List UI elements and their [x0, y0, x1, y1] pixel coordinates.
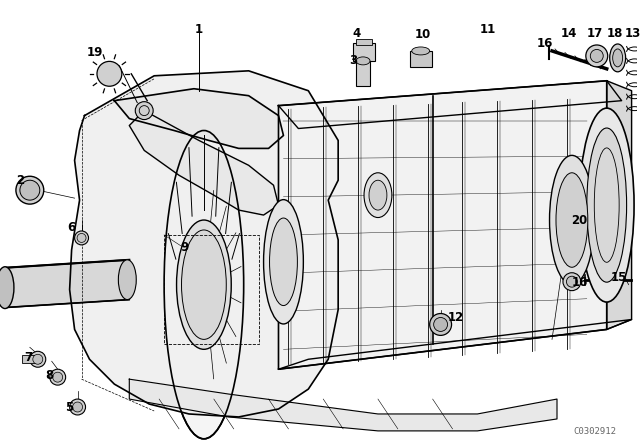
Ellipse shape [412, 47, 429, 55]
Bar [22, 355, 40, 363]
Ellipse shape [563, 273, 581, 291]
Polygon shape [278, 319, 632, 369]
Ellipse shape [182, 230, 227, 340]
Ellipse shape [590, 49, 604, 62]
Ellipse shape [586, 45, 608, 67]
Ellipse shape [369, 180, 387, 210]
Bar [356, 39, 372, 45]
Ellipse shape [77, 233, 86, 242]
Ellipse shape [587, 128, 627, 282]
Text: 12: 12 [447, 311, 463, 324]
Ellipse shape [550, 155, 595, 284]
Text: 16: 16 [572, 276, 588, 289]
Ellipse shape [75, 231, 88, 245]
Polygon shape [607, 81, 632, 329]
Polygon shape [129, 111, 278, 215]
Ellipse shape [610, 44, 626, 72]
Ellipse shape [269, 218, 298, 306]
Polygon shape [70, 71, 338, 417]
Text: 14: 14 [561, 26, 577, 39]
Text: 19: 19 [86, 47, 102, 60]
Polygon shape [5, 260, 129, 307]
Text: 7: 7 [24, 351, 32, 364]
Polygon shape [278, 81, 607, 369]
Polygon shape [129, 379, 557, 431]
Ellipse shape [579, 108, 634, 302]
Ellipse shape [356, 57, 370, 65]
Ellipse shape [434, 318, 447, 332]
Text: 11: 11 [479, 22, 495, 35]
Text: 15: 15 [611, 271, 627, 284]
Text: 17: 17 [587, 26, 603, 39]
Text: C0302912: C0302912 [573, 427, 617, 436]
Polygon shape [278, 81, 621, 129]
Ellipse shape [50, 369, 66, 385]
Text: 5: 5 [65, 401, 74, 414]
Text: 8: 8 [45, 369, 54, 382]
Text: 1: 1 [195, 22, 203, 35]
Ellipse shape [52, 372, 63, 382]
Ellipse shape [556, 173, 588, 267]
Text: 18: 18 [607, 26, 623, 39]
Text: 16: 16 [537, 38, 553, 51]
Ellipse shape [264, 200, 303, 324]
Ellipse shape [118, 260, 136, 300]
Text: 6: 6 [67, 221, 76, 234]
Bar [353, 43, 375, 61]
Ellipse shape [566, 276, 577, 287]
Text: 3: 3 [349, 54, 357, 67]
Ellipse shape [72, 402, 83, 412]
Ellipse shape [177, 220, 231, 349]
Ellipse shape [364, 173, 392, 218]
Ellipse shape [33, 354, 43, 364]
Text: 20: 20 [571, 214, 587, 227]
Ellipse shape [429, 314, 452, 336]
Polygon shape [115, 89, 284, 148]
Ellipse shape [20, 180, 40, 200]
Ellipse shape [97, 61, 122, 86]
Bar [164, 235, 259, 345]
Ellipse shape [30, 351, 45, 367]
Text: 10: 10 [415, 27, 431, 40]
Ellipse shape [70, 399, 86, 415]
Text: 4: 4 [352, 26, 360, 39]
Bar [356, 61, 370, 86]
Ellipse shape [135, 102, 153, 120]
Ellipse shape [16, 176, 44, 204]
Text: 9: 9 [180, 241, 188, 254]
Bar [410, 51, 431, 67]
Text: 2: 2 [16, 174, 24, 187]
Ellipse shape [612, 49, 623, 67]
Text: 13: 13 [625, 26, 640, 39]
Ellipse shape [0, 267, 14, 309]
Ellipse shape [164, 130, 244, 439]
